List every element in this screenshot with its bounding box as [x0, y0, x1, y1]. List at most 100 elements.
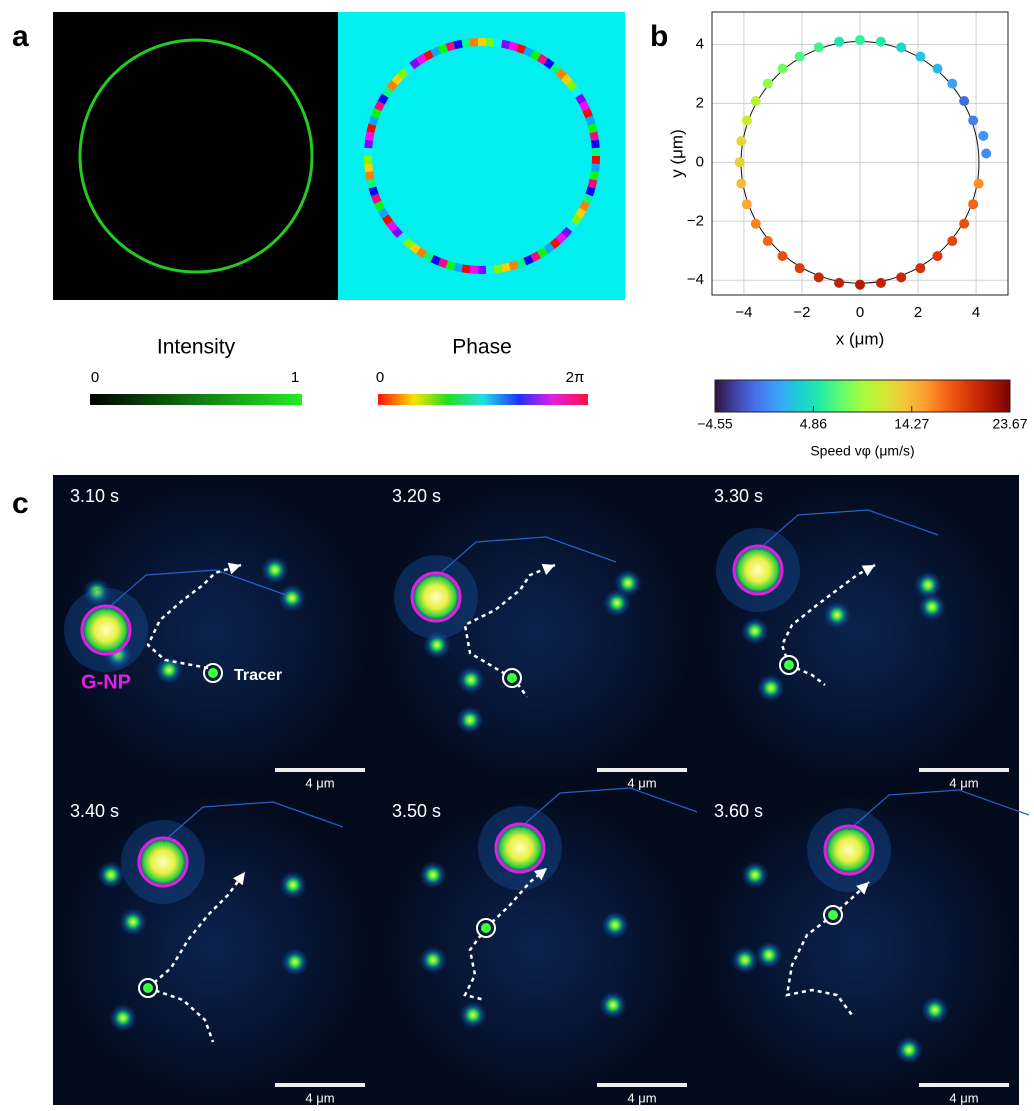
panel-letter: b — [650, 20, 668, 53]
tracer — [784, 660, 794, 670]
colorbar-max: 2π — [566, 369, 585, 386]
particle — [741, 617, 769, 645]
phase-segment — [391, 226, 403, 238]
trajectory — [848, 789, 1030, 831]
plot-frame — [711, 11, 1009, 296]
time-label: 3.50 s — [392, 801, 441, 821]
phase-segment — [409, 242, 421, 254]
x-tick-label: −4 — [735, 304, 752, 321]
point — [762, 236, 773, 247]
phase-segment — [403, 63, 415, 75]
phase-segment — [469, 265, 479, 274]
panel-letter: c — [12, 487, 29, 520]
scale-bar-label: 4 μm — [949, 775, 978, 790]
gnp-ring — [823, 824, 875, 876]
phase-segment — [403, 237, 415, 249]
gnp-blob — [494, 822, 546, 874]
scale-bar — [275, 768, 365, 772]
phase-segment — [508, 260, 519, 271]
intensity-ring — [78, 38, 314, 274]
tracer-ring — [203, 663, 223, 683]
colorbar-tick-label: 4.86 — [800, 416, 827, 432]
point — [734, 157, 745, 168]
arrow-head — [233, 872, 245, 886]
frame-background — [375, 475, 697, 790]
phase-segment — [381, 214, 394, 226]
scale-bar-label: 4 μm — [305, 775, 334, 790]
phase-segment — [461, 38, 471, 48]
gnp-ring — [410, 571, 462, 623]
phase-segment — [469, 38, 479, 47]
trajectory — [105, 569, 287, 611]
phase-segment — [575, 93, 587, 105]
particle — [423, 631, 451, 659]
point — [896, 42, 907, 53]
time-label: 3.30 s — [714, 486, 763, 506]
scale-bar — [597, 1083, 687, 1087]
phase-segment — [549, 63, 561, 75]
gnp-blob — [732, 544, 784, 596]
phase-segment — [566, 220, 578, 232]
phase-segment — [368, 186, 379, 197]
gnp-ring — [732, 544, 784, 596]
phase-segment — [397, 232, 409, 244]
x-tick-label: −2 — [793, 304, 810, 321]
phase-segment — [416, 247, 428, 259]
particle — [755, 941, 783, 969]
scatter-chart: −4 −2 0 2 4 −4 −2 0 2 4 x (μm) y (μm) −4.55 4.86 14.27… — [667, 11, 1028, 459]
particle — [419, 861, 447, 889]
phase-segment — [523, 46, 534, 58]
tracer-ring — [476, 918, 496, 938]
phase-segment — [536, 53, 548, 65]
tracer — [143, 983, 153, 993]
phase-segment — [445, 260, 456, 271]
phase-segment — [371, 108, 382, 119]
particle — [83, 578, 111, 606]
phase-ring — [364, 38, 600, 275]
phase-segment — [582, 108, 593, 119]
tracer-ring — [779, 655, 799, 675]
phase-segment — [555, 68, 567, 80]
point — [834, 277, 845, 288]
phase-segment — [453, 39, 463, 50]
colorbar-max: 1 — [291, 369, 299, 386]
colorbar-title: Intensity — [157, 336, 236, 359]
point — [855, 35, 865, 46]
phase-segment — [493, 264, 503, 274]
trajectory — [435, 536, 617, 578]
phase-colorbar — [378, 394, 588, 405]
phase-segment — [501, 262, 511, 273]
point — [959, 218, 970, 229]
point — [932, 251, 943, 262]
particle — [281, 948, 309, 976]
scale-bar-label: 4 μm — [627, 775, 656, 790]
phase-segment — [381, 86, 394, 98]
phase-segment — [437, 257, 449, 269]
point — [855, 279, 865, 290]
frame: 3.20 s 4 μm — [375, 475, 697, 790]
tracer-path — [785, 914, 853, 1016]
arrow-head — [856, 882, 869, 895]
particle — [279, 871, 307, 899]
point — [741, 115, 752, 126]
tracer-ring — [138, 978, 158, 998]
point — [981, 148, 992, 159]
tracer-label: Tracer — [234, 667, 282, 684]
frame: 3.30 s 4 μm — [697, 475, 1019, 790]
time-label: 3.20 s — [392, 486, 441, 506]
particle — [599, 991, 627, 1019]
particle — [757, 674, 785, 702]
phase-segment — [453, 262, 463, 273]
y-tick-label: 0 — [696, 153, 704, 170]
gnp-ring — [137, 836, 189, 888]
speed-colorbar — [714, 379, 1011, 413]
phase-segment — [485, 38, 495, 47]
colorbar-tick-label: 14.27 — [894, 416, 929, 432]
frames: 3.10 s 4 μm G-NP Tracer 3.20 s 4 μm 3.30 s 4 μm… — [53, 475, 1030, 1105]
y-tick-label: 4 — [696, 35, 704, 52]
phase-segment — [493, 38, 503, 48]
tracer — [507, 673, 517, 683]
x-axis-label: x (μm) — [836, 329, 885, 348]
arrow-head — [861, 565, 875, 577]
time-label: 3.60 s — [714, 801, 763, 821]
